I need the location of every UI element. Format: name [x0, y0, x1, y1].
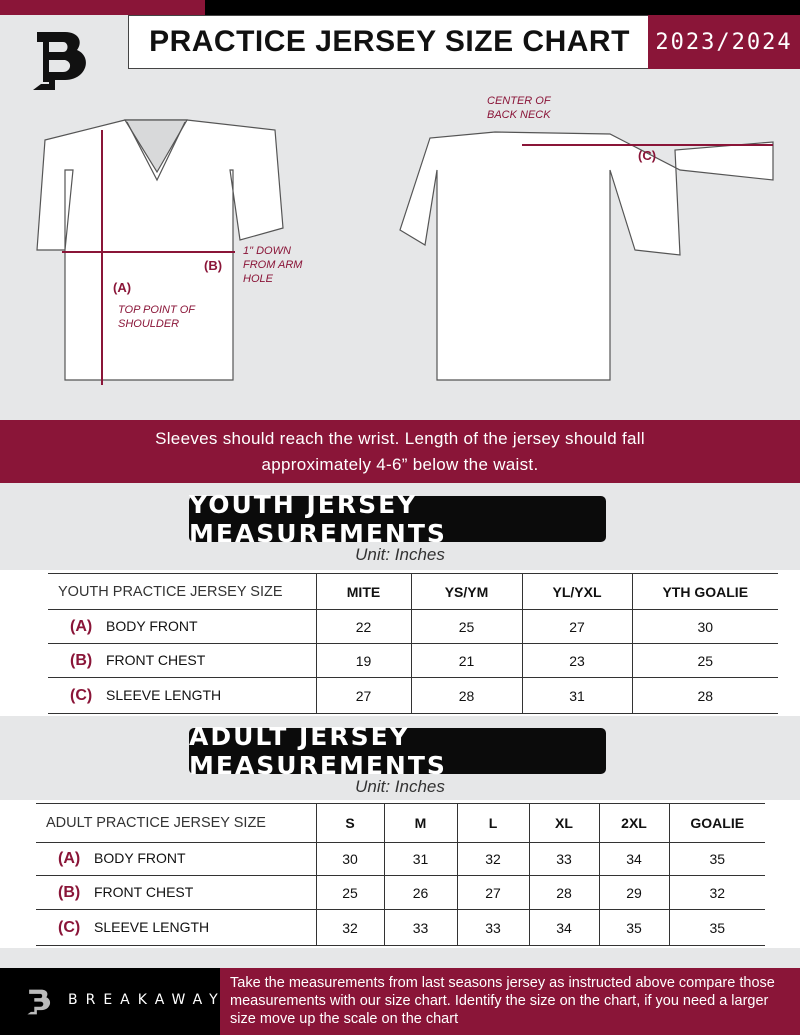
cell: 31: [383, 842, 457, 876]
cell: 34: [598, 842, 669, 876]
cell: 25: [631, 643, 778, 678]
table-row: (C) SLEEVE LENGTH 32 33 33 34 35 35: [36, 909, 765, 946]
cell: 23: [521, 643, 632, 678]
footer-brand: BREAKAWAY: [0, 968, 220, 1035]
header-cell: MITE: [315, 573, 411, 610]
back-jersey-diagram: [399, 131, 774, 381]
header-cell: YL/YXL: [521, 573, 632, 610]
header-cell: ADULT PRACTICE JERSEY SIZE: [36, 803, 316, 843]
instruction-banner: Sleeves should reach the wrist. Length o…: [0, 420, 800, 483]
cell: 31: [521, 677, 632, 714]
breakaway-logo-small-icon: [27, 989, 51, 1015]
row-key: (C): [58, 918, 81, 936]
cell: 25: [410, 609, 522, 644]
header-cell: 2XL: [598, 803, 669, 843]
cell: 35: [668, 909, 765, 946]
row-key: (B): [70, 651, 93, 669]
page-title: PRACTICE JERSEY SIZE CHART: [128, 15, 650, 69]
row-label: FRONT CHEST: [106, 651, 206, 668]
banner-line-1: Sleeves should reach the wrist. Length o…: [155, 429, 645, 448]
cell: 35: [668, 842, 765, 876]
breakaway-logo-icon: [33, 32, 86, 90]
footer-instructions: Take the measurements from last seasons …: [220, 968, 800, 1035]
cell: 35: [598, 909, 669, 946]
cell: 27: [315, 677, 411, 714]
cell: 32: [315, 909, 384, 946]
table-row: (A) BODY FRONT 22 25 27 30: [48, 609, 778, 644]
cell: 33: [383, 909, 457, 946]
row-label: BODY FRONT: [106, 617, 198, 634]
cell: 29: [598, 875, 669, 910]
youth-unit: Unit: Inches: [355, 545, 445, 564]
table-header-row: ADULT PRACTICE JERSEY SIZE S M L XL 2XL GOALI…: [36, 803, 765, 843]
cell: 32: [668, 875, 765, 910]
header-cell: L: [456, 803, 529, 843]
note-down-from-arm-hole: 1" DOWN FROM ARM HOLE: [243, 245, 303, 285]
row-key: (A): [58, 850, 81, 867]
cell: 30: [315, 842, 384, 876]
top-accent-bar: [0, 0, 205, 15]
adult-size-table: ADULT PRACTICE JERSEY SIZE S M L XL 2XL GOALI…: [36, 803, 765, 946]
row-key: (C): [70, 686, 93, 704]
row-key: (A): [70, 617, 93, 635]
table-row: (B) FRONT CHEST 19 21 23 25: [48, 643, 778, 678]
header-cell: GOALIE: [668, 803, 765, 843]
table-row: (B) FRONT CHEST 25 26 27 28 29 32: [36, 875, 765, 910]
cell: 27: [521, 609, 632, 644]
table-row: (C) SLEEVE LENGTH 27 28 31 28: [48, 677, 778, 714]
cell: 21: [410, 643, 522, 678]
cell: 33: [456, 909, 529, 946]
note-center-back-neck: CENTER OF BACK NECK: [487, 95, 551, 121]
youth-section-title: YOUTH JERSEY MEASUREMENTS: [189, 490, 606, 548]
header-cell: YTH GOALIE: [631, 573, 778, 610]
cell: 30: [631, 609, 778, 644]
header-cell: XL: [528, 803, 599, 843]
brand-name: BREAKAWAY: [68, 992, 226, 1008]
header-cell: S: [315, 803, 384, 843]
cell: 34: [528, 909, 599, 946]
front-jersey-diagram: [36, 119, 284, 385]
row-key: (B): [58, 883, 81, 901]
youth-size-table: YOUTH PRACTICE JERSEY SIZE MITE YS/YM YL…: [48, 573, 778, 714]
table-header-row: YOUTH PRACTICE JERSEY SIZE MITE YS/YM YL…: [48, 573, 778, 610]
note-top-point-shoulder: TOP POINT OF SHOULDER: [118, 304, 195, 330]
cell: 22: [315, 609, 411, 644]
label-b: (B): [204, 258, 223, 273]
cell: 25: [315, 875, 384, 910]
row-label: FRONT CHEST: [94, 883, 194, 900]
adult-unit: Unit: Inches: [355, 777, 445, 796]
header-cell: YOUTH PRACTICE JERSEY SIZE: [48, 573, 316, 610]
row-label: BODY FRONT: [94, 850, 186, 866]
header-cell: M: [383, 803, 457, 843]
label-a: (A): [113, 280, 132, 295]
cell: 28: [528, 875, 599, 910]
cell: 19: [315, 643, 411, 678]
cell: 28: [410, 677, 522, 714]
cell: 33: [528, 842, 599, 876]
header-cell: YS/YM: [410, 573, 522, 610]
cell: 32: [456, 842, 529, 876]
row-label: SLEEVE LENGTH: [94, 918, 210, 935]
cell: 28: [631, 677, 778, 714]
top-black-bar: [205, 0, 800, 15]
label-c: (C): [638, 148, 657, 163]
season-label: 2023/2024: [648, 15, 800, 69]
table-row: (A) BODY FRONT 30 31 32 33 34 35: [36, 842, 765, 876]
cell: 27: [456, 875, 529, 910]
banner-line-2: approximately 4-6” below the waist.: [261, 455, 539, 474]
row-label: SLEEVE LENGTH: [106, 686, 222, 703]
cell: 26: [383, 875, 457, 910]
adult-section-title: ADULT JERSEY MEASUREMENTS: [189, 722, 606, 780]
